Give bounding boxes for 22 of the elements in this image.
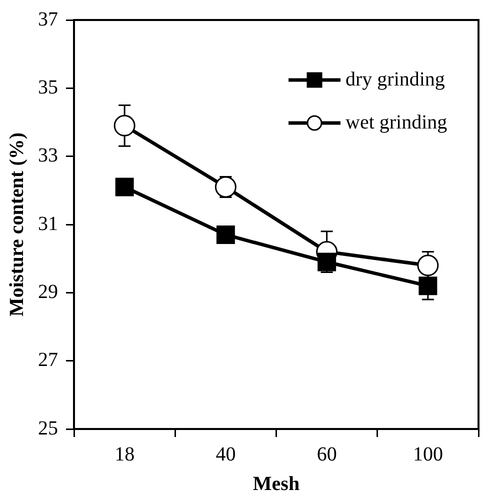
x-tick-label: 18 bbox=[114, 443, 135, 466]
point bbox=[417, 254, 439, 276]
y-tick-label: 33 bbox=[38, 144, 58, 167]
y-tick-label: 27 bbox=[38, 349, 58, 372]
y-tick-label: 35 bbox=[38, 76, 58, 98]
point bbox=[318, 252, 336, 272]
point bbox=[115, 178, 134, 196]
point bbox=[114, 114, 136, 136]
legend-label: wet grinding bbox=[346, 111, 448, 134]
y-axis-title: Moisture content (%) bbox=[6, 132, 28, 317]
point bbox=[214, 176, 236, 198]
y-tick-label: 37 bbox=[38, 8, 58, 30]
x-axis-title: Mesh bbox=[252, 473, 300, 496]
x-tick-label: 60 bbox=[316, 443, 337, 466]
y-tick-label: 31 bbox=[38, 212, 58, 235]
point bbox=[418, 276, 438, 296]
point bbox=[216, 225, 235, 244]
y-tick-label: 25 bbox=[38, 417, 58, 440]
y-tick-label: 29 bbox=[38, 280, 58, 303]
x-tick-label: 100 bbox=[412, 443, 443, 466]
x-tick-label: 40 bbox=[216, 443, 236, 466]
legend-label: dry grinding bbox=[346, 68, 445, 90]
